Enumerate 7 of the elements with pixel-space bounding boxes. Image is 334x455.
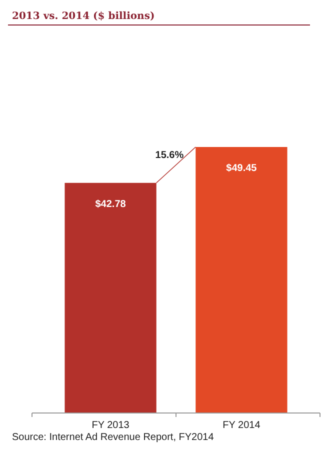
annotation: 15.6%	[155, 150, 184, 161]
data-label: $42.78	[95, 198, 126, 210]
x-tick-label: FY 2013	[92, 420, 130, 431]
data-label: $49.45	[226, 163, 258, 174]
chart-title: 2013 vs. 2014 ($ billions)	[12, 11, 155, 22]
source-note: Source: Internet Ad Revenue Report, FY2014	[12, 432, 214, 443]
x-tick-label: FY 2014	[222, 420, 261, 431]
